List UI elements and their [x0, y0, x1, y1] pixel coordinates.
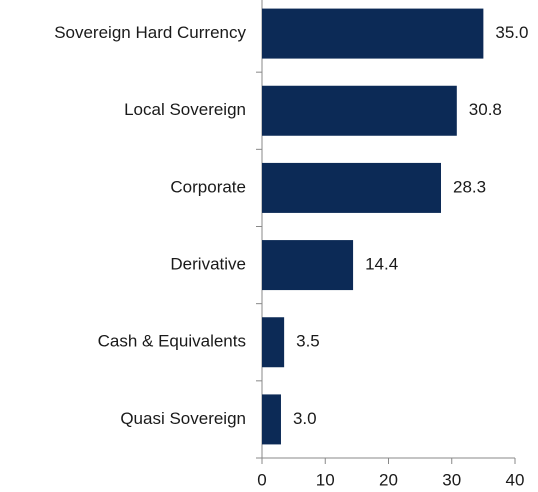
x-tick-label: 40: [506, 470, 525, 489]
y-tick-label: Cash & Equivalents: [98, 332, 246, 351]
x-tick-label: 0: [257, 470, 266, 489]
y-tick-label: Derivative: [170, 255, 246, 274]
value-label: 30.8: [469, 100, 502, 119]
y-tick-label: Quasi Sovereign: [120, 409, 246, 428]
value-label: 28.3: [453, 177, 486, 196]
bar: [262, 162, 441, 213]
bar: [262, 394, 281, 445]
x-tick-label: 20: [379, 470, 398, 489]
y-tick-label: Sovereign Hard Currency: [54, 23, 246, 42]
bar: [262, 8, 484, 59]
value-label: 35.0: [495, 23, 528, 42]
y-tick-label: Local Sovereign: [124, 100, 246, 119]
bar: [262, 240, 354, 291]
bar: [262, 85, 457, 136]
x-tick-label: 10: [316, 470, 335, 489]
y-tick-label: Corporate: [170, 177, 246, 196]
value-label: 3.5: [296, 332, 320, 351]
bar: [262, 317, 285, 368]
value-label: 3.0: [293, 409, 317, 428]
x-tick-label: 30: [442, 470, 461, 489]
value-label: 14.4: [365, 255, 398, 274]
